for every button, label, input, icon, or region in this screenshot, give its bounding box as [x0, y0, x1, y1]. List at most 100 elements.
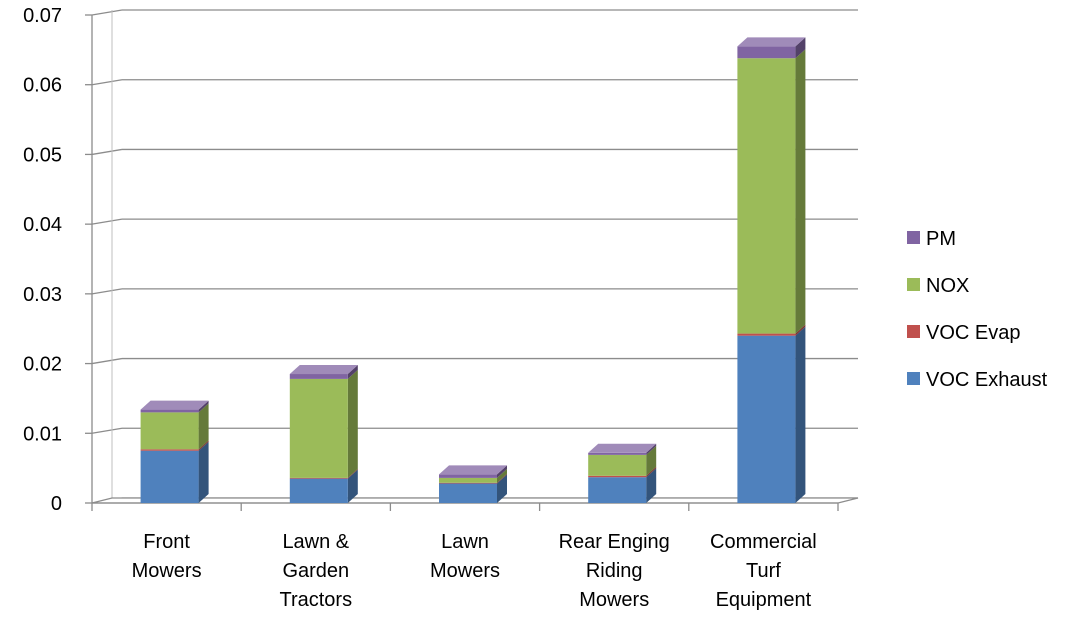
bar-segment [588, 466, 657, 478]
gridline-depth [91, 9, 123, 16]
bar-side [347, 365, 358, 379]
bar-side [497, 468, 507, 483]
y-tick-label: 0.06 [23, 75, 62, 97]
bar-front [140, 449, 199, 451]
legend-item: PM [907, 228, 956, 250]
bar-segment [439, 468, 507, 483]
bar-side [198, 403, 209, 450]
bar-side [646, 468, 657, 503]
bar-segment [289, 469, 358, 503]
bar-side [497, 473, 507, 484]
bar-segment [289, 365, 358, 379]
gridline-depth [91, 288, 123, 295]
legend-label: NOX [926, 275, 969, 297]
legend-item: NOX [907, 275, 969, 297]
gridline-depth [91, 427, 123, 434]
bar-front [737, 58, 796, 334]
legend-swatch [907, 372, 920, 385]
bar-segment [588, 468, 657, 503]
x-tick-labels: Front Mowers Lawn & Garden Tractors Lawn Mower… [132, 531, 817, 611]
bar-front [588, 452, 647, 455]
bar-front [737, 335, 796, 503]
bar-segment [289, 468, 358, 479]
gridline-depth [91, 357, 123, 365]
bar-front [289, 374, 348, 379]
bar-top [289, 365, 358, 375]
legend-item: VOC Evap [907, 322, 1020, 344]
bar-side [795, 326, 806, 503]
bar-segment [289, 369, 358, 478]
bar-front [140, 409, 199, 413]
legend-swatch [907, 231, 920, 244]
y-tick-label: 0.07 [23, 5, 62, 27]
legend-label: VOC Exhaust [926, 369, 1048, 391]
bar-front [289, 477, 348, 479]
bar-front [289, 378, 348, 478]
bar-segment [439, 473, 507, 484]
bar-side [347, 469, 358, 503]
bar-segment [439, 465, 507, 478]
bar-segment [737, 49, 806, 334]
bar-side [198, 441, 209, 503]
bar-front [439, 483, 497, 503]
gridline-depth [91, 148, 123, 156]
x-tick-label: Lawn Mowers [430, 531, 500, 582]
y-tick-label: 0.02 [23, 354, 62, 376]
bar-top [140, 400, 209, 410]
legend: PM NOX VOC Evap VOC Exhaust [907, 228, 1048, 391]
bar-side [198, 400, 209, 413]
bar-side [646, 445, 657, 476]
bar-segment [737, 326, 806, 503]
bar-side [646, 466, 657, 478]
bar-front [588, 454, 647, 476]
bar-front [737, 333, 796, 336]
y-tick-label: 0 [51, 493, 62, 515]
bar-front [439, 474, 497, 478]
legend-swatch [907, 278, 920, 291]
legend-swatch [907, 325, 920, 338]
bar-front [737, 46, 796, 59]
gridline-depth [91, 218, 123, 225]
bar-side [497, 465, 507, 478]
bar-front [289, 478, 348, 503]
bar-front [439, 477, 497, 483]
bar-segment [140, 440, 209, 451]
bar-front [140, 450, 199, 503]
y-tick-label: 0.01 [23, 423, 62, 445]
bar-side [795, 324, 806, 336]
x-tick-label: Rear Enging Riding Mowers [559, 531, 670, 611]
bar-segment [140, 403, 209, 450]
legend-label: VOC Evap [926, 322, 1020, 344]
bar-side [795, 49, 806, 334]
bar-segment [439, 474, 507, 503]
y-tick-label: 0.05 [23, 144, 62, 166]
bars [140, 37, 806, 503]
bar-side [347, 468, 358, 479]
x-tick-label: Lawn & Garden Tractors [279, 531, 352, 611]
legend-label: PM [926, 228, 956, 250]
bar-front [439, 482, 497, 484]
bar-front [588, 475, 647, 478]
bar-front [588, 477, 647, 503]
bar-segment [737, 324, 806, 336]
y-tick-labels: 0 0.01 0.02 0.03 0.04 0.05 0.06 0.07 [23, 5, 62, 515]
bar-segment [588, 443, 657, 455]
bar-side [646, 443, 657, 455]
bar-top [588, 443, 657, 453]
bar-side [497, 474, 507, 503]
gridline-depth [91, 79, 123, 86]
x-tick-label: Front Mowers [132, 531, 202, 582]
bar-side [795, 37, 806, 59]
bar-top [737, 37, 806, 47]
bar-segment [140, 400, 209, 413]
bar-segment [737, 37, 806, 59]
y-tick-label: 0.03 [23, 284, 62, 306]
bar-top [439, 465, 507, 475]
bar-segment [140, 441, 209, 503]
y-tick-label: 0.04 [23, 214, 62, 236]
legend-item: VOC Exhaust [907, 369, 1048, 391]
bar-side [198, 440, 209, 451]
bar-side [347, 369, 358, 478]
